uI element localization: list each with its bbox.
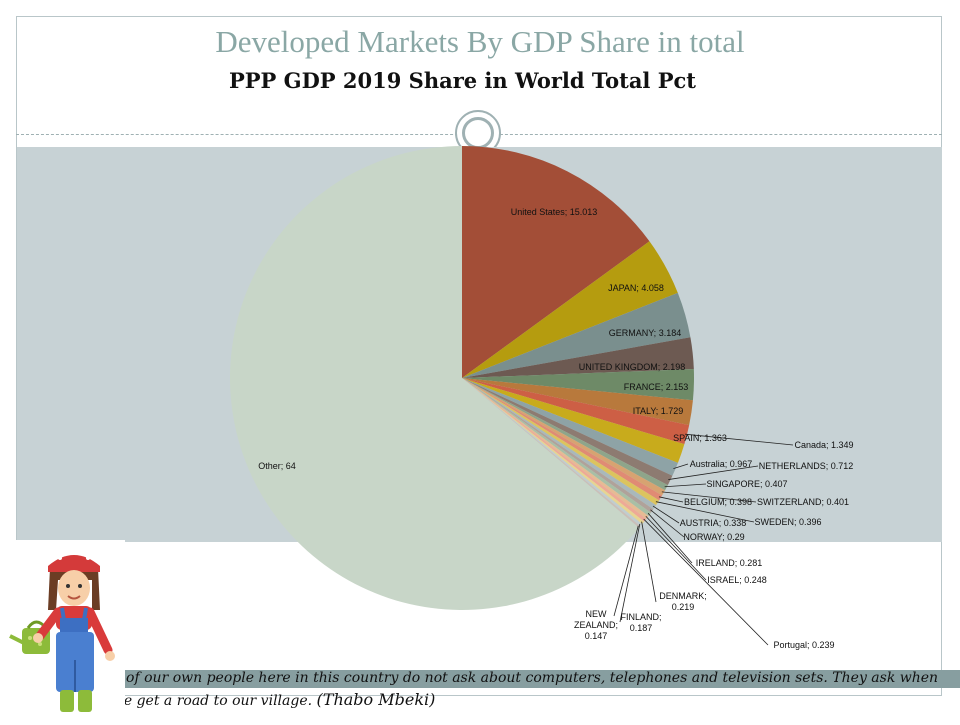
leader-line	[619, 523, 641, 623]
pie-slice	[462, 369, 694, 401]
pie-slice	[462, 378, 645, 525]
leader-line	[647, 512, 693, 564]
pie-slice	[462, 378, 666, 496]
slice-label: FRANCE; 2.153	[624, 382, 689, 392]
slice-label: AUSTRIA; 0.338	[680, 518, 747, 528]
slice-label: ISRAEL; 0.248	[707, 575, 767, 585]
pie-slice	[462, 146, 650, 378]
slice-label: Australia; 0.967	[690, 459, 753, 469]
slice-label: GERMANY; 3.184	[609, 328, 681, 338]
slide-title: Developed Markets By GDP Share in total	[215, 24, 745, 59]
pie-slice	[462, 378, 657, 510]
chart-title: PPP GDP 2019 Share in World Total Pct	[228, 68, 697, 93]
leader-line	[652, 505, 680, 524]
leader-line	[645, 515, 707, 581]
girl-with-watering-can-illustration	[0, 540, 125, 720]
quote-author: (Thabo Mbeki)	[316, 690, 436, 709]
pie-slice	[462, 378, 660, 506]
slice-label: DENMARK; 0.219	[659, 591, 707, 612]
pie-slice	[462, 378, 678, 476]
slice-label: NEW ZEALAND; 0.147	[574, 609, 618, 641]
leader-line	[613, 525, 639, 617]
leader-line	[661, 491, 757, 503]
pie-slice	[462, 378, 663, 501]
pie-slice	[462, 378, 649, 519]
pie-slice	[462, 378, 647, 522]
slice-label: IRELAND; 0.281	[696, 558, 763, 568]
leader-line	[668, 465, 759, 480]
slice-label: SPAIN; 1.363	[673, 433, 727, 443]
slice-label: ITALY; 1.729	[633, 406, 684, 416]
leader-line	[684, 433, 794, 446]
slice-label: SWEDEN; 0.396	[754, 517, 821, 527]
pie-slice	[462, 378, 685, 463]
pie-slice	[462, 378, 651, 517]
leader-line	[641, 521, 657, 603]
pie-slice	[462, 378, 668, 491]
slice-label: Other; 64	[258, 461, 296, 471]
slice-label: SINGAPORE; 0.407	[706, 479, 787, 489]
pie-slice	[462, 292, 691, 378]
slice-label: NORWAY; 0.29	[683, 532, 744, 542]
leader-line	[655, 501, 755, 523]
slice-label: NETHERLANDS; 0.712	[759, 461, 854, 471]
pie-slice	[462, 378, 690, 445]
quote-body: Many of our own people here in this coun…	[82, 670, 939, 709]
pie-slice	[462, 337, 694, 378]
pie-slice	[462, 241, 678, 378]
slice-label: FINLAND; 0.187	[620, 612, 661, 633]
leader-line	[643, 518, 769, 646]
pie-slice	[462, 378, 643, 527]
slice-label: UNITED KINGDOM; 2.198	[579, 362, 686, 372]
pie-slice	[462, 378, 654, 513]
pie-slice	[462, 378, 641, 528]
pie-slice	[462, 378, 673, 486]
quote-text: Many of our own people here in this coun…	[82, 668, 960, 712]
slice-label: Portugal; 0.239	[773, 640, 834, 650]
slice-label: Canada; 1.349	[794, 440, 853, 450]
slice-label: JAPAN; 4.058	[608, 283, 664, 293]
slice-label: SWITZERLAND; 0.401	[757, 497, 849, 507]
pie-slice	[230, 146, 640, 610]
quote-band	[82, 670, 960, 688]
pie-slice	[462, 378, 693, 426]
slice-label: United States; 15.013	[511, 207, 598, 217]
slice-label: BELGIUM; 0.398	[684, 497, 752, 507]
leader-line	[650, 509, 685, 538]
leader-line	[673, 463, 689, 469]
leader-line	[664, 483, 707, 488]
leader-line	[658, 496, 684, 503]
